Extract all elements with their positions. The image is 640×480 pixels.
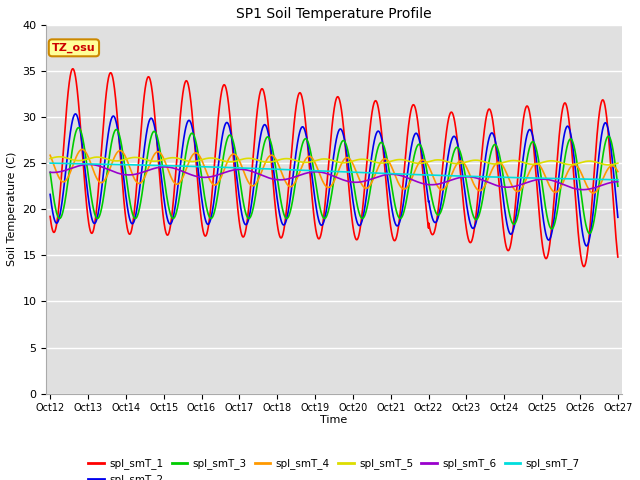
spl_smT_2 (72, 111, 79, 117)
Line: spl_smT_2: spl_smT_2 (50, 114, 618, 246)
spl_smT_6 (111, 169, 119, 175)
spl_smT_6 (579, 187, 587, 192)
spl_smT_1 (580, 264, 588, 269)
spl_smT_7 (541, 175, 549, 181)
spl_smT_2 (145, 120, 152, 125)
spl_smT_1 (604, 118, 611, 124)
spl_smT_2 (583, 243, 591, 249)
Legend: spl_smT_1, spl_smT_2, spl_smT_3, spl_smT_4, spl_smT_5, spl_smT_6, spl_smT_7: spl_smT_1, spl_smT_2, spl_smT_3, spl_smT… (84, 454, 584, 480)
spl_smT_2 (264, 129, 272, 135)
spl_smT_3 (289, 198, 296, 204)
spl_smT_2 (111, 116, 119, 121)
spl_smT_4 (79, 146, 86, 152)
spl_smT_5 (603, 162, 611, 168)
spl_smT_3 (111, 128, 119, 133)
spl_smT_4 (589, 190, 597, 196)
spl_smT_5 (46, 156, 54, 161)
spl_smT_1 (542, 256, 550, 262)
spl_smT_5 (542, 159, 550, 165)
spl_smT_1 (145, 74, 152, 80)
spl_smT_6 (542, 177, 550, 182)
spl_smT_7 (145, 162, 152, 168)
spl_smT_1 (111, 91, 119, 96)
spl_smT_7 (289, 167, 296, 173)
Text: TZ_osu: TZ_osu (52, 43, 96, 53)
spl_smT_3 (542, 206, 550, 212)
spl_smT_1 (69, 66, 77, 72)
spl_smT_1 (264, 120, 272, 125)
Line: spl_smT_7: spl_smT_7 (50, 163, 618, 180)
spl_smT_3 (264, 134, 272, 140)
spl_smT_4 (264, 155, 272, 161)
spl_smT_3 (604, 134, 611, 140)
spl_smT_3 (75, 125, 83, 131)
spl_smT_4 (289, 183, 296, 189)
spl_smT_2 (542, 230, 550, 236)
spl_smT_4 (46, 152, 54, 158)
spl_smT_1 (289, 136, 296, 142)
spl_smT_1 (46, 214, 54, 219)
Line: spl_smT_6: spl_smT_6 (50, 165, 618, 190)
spl_smT_5 (264, 159, 272, 165)
spl_smT_7 (614, 177, 621, 182)
spl_smT_2 (289, 177, 296, 182)
spl_smT_2 (604, 122, 611, 128)
Line: spl_smT_5: spl_smT_5 (50, 157, 618, 165)
spl_smT_7 (46, 160, 54, 166)
Title: SP1 Soil Temperature Profile: SP1 Soil Temperature Profile (236, 7, 432, 21)
spl_smT_4 (145, 164, 152, 170)
spl_smT_6 (264, 175, 272, 180)
spl_smT_5 (145, 157, 152, 163)
spl_smT_7 (111, 162, 118, 168)
Y-axis label: Soil Temperature (C): Soil Temperature (C) (7, 152, 17, 266)
spl_smT_2 (614, 215, 621, 220)
spl_smT_6 (85, 162, 93, 168)
spl_smT_5 (605, 162, 612, 168)
X-axis label: Time: Time (321, 415, 348, 425)
spl_smT_3 (145, 145, 152, 151)
spl_smT_6 (289, 175, 296, 180)
spl_smT_1 (614, 254, 621, 260)
Line: spl_smT_4: spl_smT_4 (50, 149, 618, 193)
spl_smT_6 (604, 180, 611, 186)
spl_smT_4 (604, 168, 611, 173)
spl_smT_6 (614, 179, 621, 184)
spl_smT_4 (111, 153, 119, 159)
spl_smT_2 (46, 192, 54, 197)
spl_smT_3 (46, 169, 54, 175)
spl_smT_6 (145, 168, 152, 173)
spl_smT_5 (56, 154, 63, 160)
spl_smT_4 (614, 169, 621, 175)
spl_smT_5 (614, 160, 621, 166)
Line: spl_smT_1: spl_smT_1 (50, 69, 618, 266)
Line: spl_smT_3: spl_smT_3 (50, 128, 618, 233)
spl_smT_7 (603, 177, 611, 182)
spl_smT_6 (46, 169, 54, 175)
spl_smT_3 (614, 183, 621, 189)
spl_smT_3 (586, 230, 593, 236)
spl_smT_5 (111, 158, 119, 164)
spl_smT_4 (542, 175, 550, 180)
spl_smT_7 (264, 166, 271, 172)
spl_smT_5 (289, 156, 296, 162)
